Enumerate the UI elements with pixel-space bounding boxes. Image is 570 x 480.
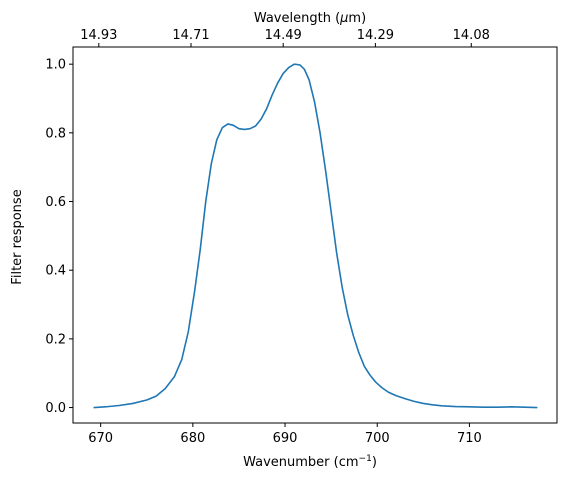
bottom-x-axis: 670 680 690 700 710 — [88, 423, 482, 446]
x-tick-label: 700 — [365, 431, 390, 446]
y-tick-label: 0.0 — [45, 401, 66, 416]
y-tick-label: 0.6 — [45, 195, 66, 210]
top-tick-label: 14.29 — [357, 28, 394, 43]
y-tick-label: 0.4 — [45, 264, 66, 279]
top-tick-label: 14.49 — [265, 28, 302, 43]
y-tick-label: 0.2 — [45, 332, 66, 347]
top-tick-label: 14.08 — [453, 28, 490, 43]
x-tick-label: 670 — [88, 431, 113, 446]
x-axis-label: Wavenumber (cm−1) — [243, 454, 377, 470]
y-axis-label: Filter response — [10, 189, 25, 284]
y-axis: 0.0 0.2 0.4 0.6 0.8 1.0 — [45, 58, 73, 416]
y-tick-label: 1.0 — [45, 58, 66, 73]
x-tick-label: 680 — [180, 431, 205, 446]
x-tick-label: 690 — [273, 431, 298, 446]
top-tick-label: 14.71 — [172, 28, 209, 43]
x-tick-label: 710 — [457, 431, 482, 446]
top-x-axis: 14.93 14.71 14.49 14.29 14.08 — [80, 28, 490, 47]
top-tick-label: 14.93 — [80, 28, 117, 43]
top-x-axis-label: Wavelength (μm) — [254, 11, 366, 26]
plot-frame — [72, 46, 558, 424]
filter-response-line — [93, 63, 538, 409]
y-tick-label: 0.8 — [45, 126, 66, 141]
